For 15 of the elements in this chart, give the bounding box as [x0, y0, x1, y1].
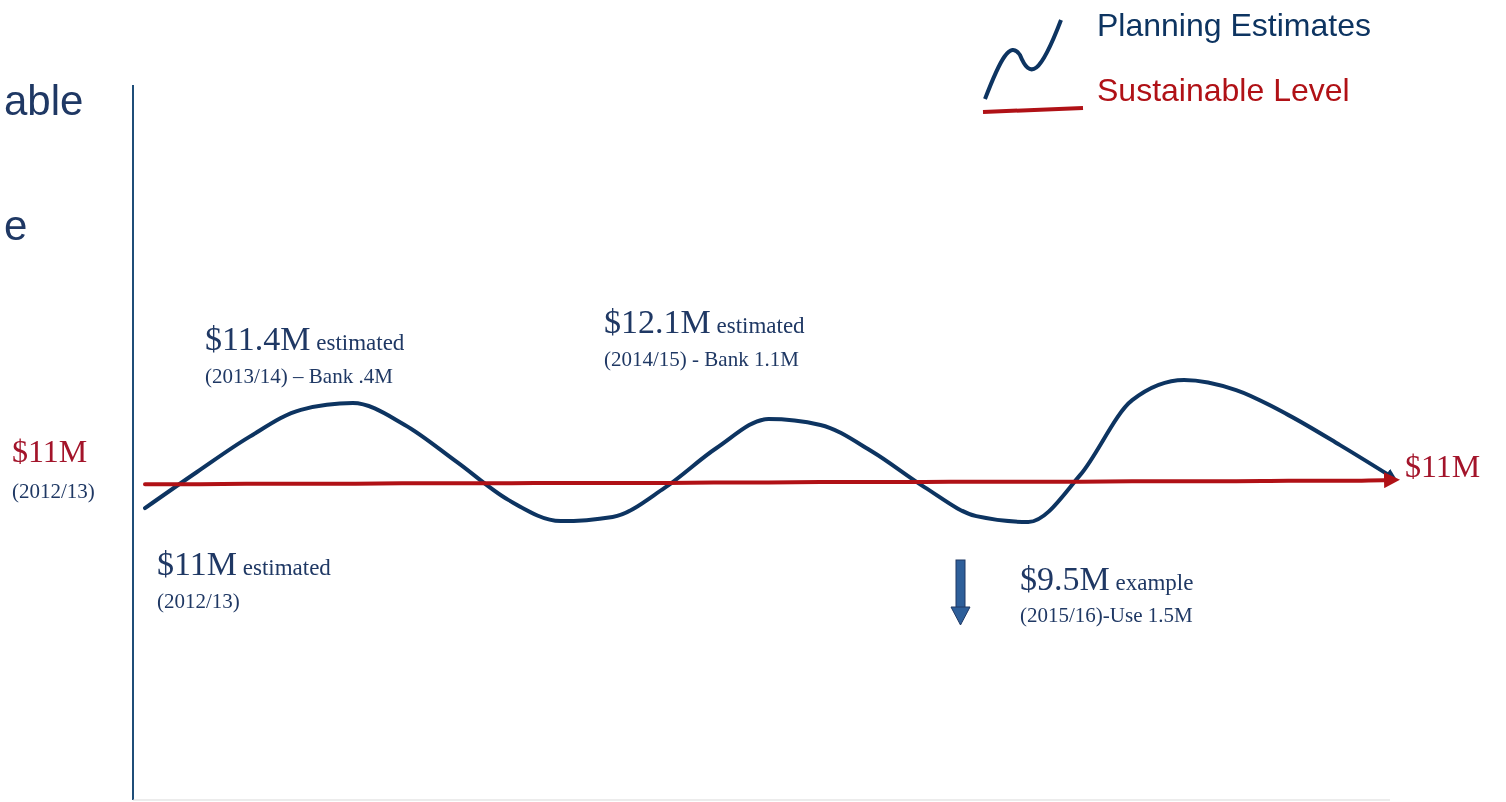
text: $11.4M estimated	[205, 320, 405, 357]
annotation: $11M estimated	[157, 545, 332, 582]
annotation: $9.5M example	[1020, 560, 1194, 597]
legend-label: Sustainable Level	[1097, 72, 1350, 108]
text: $11M	[12, 433, 88, 469]
text: (2012/13)	[12, 479, 95, 503]
text: Planning Estimates	[1097, 7, 1371, 43]
text: $12.1M estimated	[604, 303, 806, 340]
annotation: (2012/13)	[157, 589, 240, 613]
text: able	[4, 77, 84, 124]
text: $11M	[1405, 448, 1481, 484]
annotation: (2013/14) – Bank .4M	[205, 364, 394, 388]
text: (2014/15) - Bank 1.1M	[604, 347, 800, 371]
annotation: (2015/16)-Use 1.5M	[1020, 603, 1193, 627]
text: e	[4, 202, 28, 249]
